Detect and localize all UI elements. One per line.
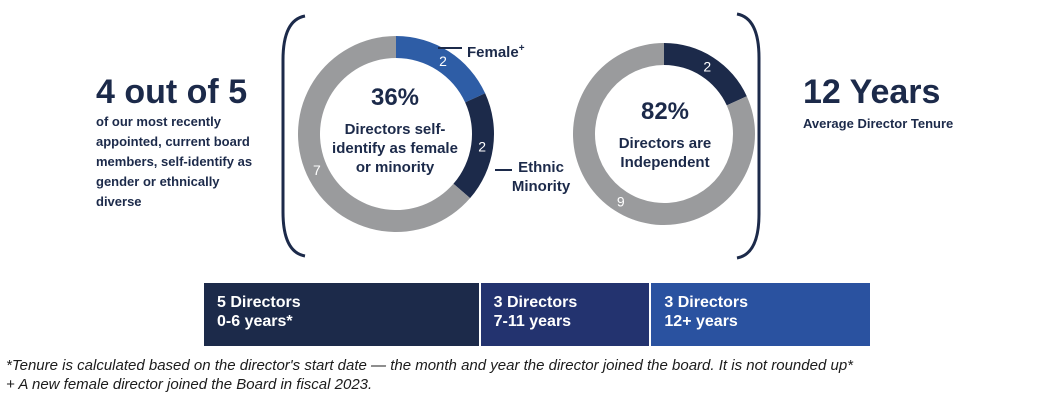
- diversity-description: of our most recently appointed, current …: [96, 114, 253, 209]
- footnote-tenure: *Tenure is calculated based on the direc…: [6, 357, 853, 374]
- donut-diversity: 2 2 7: [297, 36, 494, 233]
- donut1-label: Directors self-identify as female or min…: [332, 121, 458, 176]
- donut2-percent: 82%: [640, 98, 690, 125]
- tenure-description: Average Director Tenure: [803, 116, 954, 131]
- tenure-segment-range-0: 0-6 years*: [217, 313, 293, 330]
- tenure-segment-0: 5 Directors 0-6 years*: [204, 283, 479, 346]
- tenure-segment-range-1: 7-11 years: [493, 313, 572, 330]
- donut1-value-label-2: 7: [313, 162, 321, 178]
- female-callout-sup: +: [518, 43, 525, 54]
- tenure-segment-2: 3 Directors 12+ years: [649, 283, 870, 346]
- tenure-headline: 12 Years: [803, 73, 941, 111]
- donut1-value-label-0: 2: [439, 53, 447, 69]
- donut2-value-label-0: 2: [703, 59, 711, 75]
- tenure-segment-range-2: 12+ years: [664, 313, 738, 330]
- tenure-bar: 5 Directors 0-6 years* 3 Directors 7-11 yea…: [204, 283, 870, 346]
- diversity-stat-block: 4 out of 5 of our most recently appointe…: [96, 74, 286, 212]
- left-bracket-left: [281, 14, 306, 258]
- tenure-segment-count-0: 5 Directors: [217, 294, 301, 311]
- tenure-segment-1: 3 Directors 7-11 years: [478, 283, 650, 346]
- diversity-headline: 4 out of 5: [96, 73, 248, 111]
- ethnic-callout: Ethnic Minority: [511, 159, 571, 195]
- tenure-segment-count-2: 3 Directors: [664, 294, 748, 311]
- donut2-label: Directors are Independent: [618, 135, 712, 171]
- donut2-value-label-1: 9: [617, 193, 625, 209]
- footnotes: *Tenure is calculated based on the direc…: [6, 356, 853, 394]
- donut1-slice-0: [396, 36, 486, 103]
- donut1-value-label-1: 2: [478, 138, 486, 154]
- donut-independence: 29: [573, 43, 755, 225]
- left-bracket-right: [736, 12, 761, 260]
- donut2-center: 82% Directors are Independent: [600, 98, 730, 172]
- tenure-stat-block: 12 Years Average Director Tenure: [803, 74, 1003, 134]
- donut2-slice-0: [664, 43, 747, 106]
- donut1-percent: 36%: [370, 84, 420, 111]
- female-callout: Female+: [467, 39, 525, 62]
- donut1-slice-1: [453, 93, 494, 199]
- donut1-slice-2: [297, 36, 471, 233]
- footnote-female: + A new female director joined the Board…: [6, 376, 373, 393]
- female-callout-text: Female: [467, 44, 519, 61]
- tenure-segment-count-1: 3 Directors: [493, 294, 578, 311]
- donut1-center: 36% Directors self-identify as female or…: [325, 84, 465, 177]
